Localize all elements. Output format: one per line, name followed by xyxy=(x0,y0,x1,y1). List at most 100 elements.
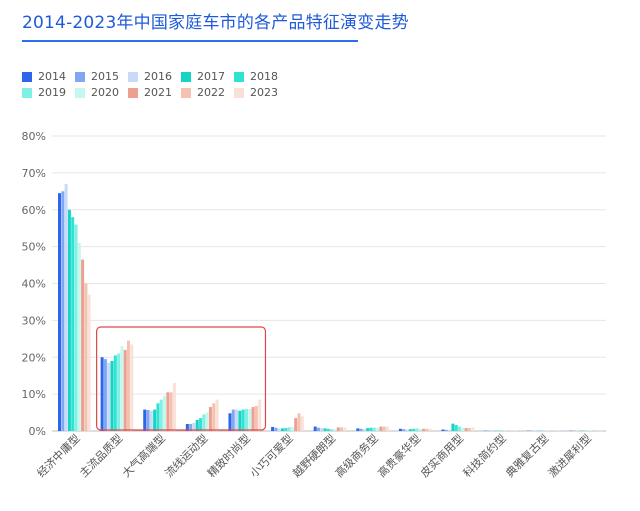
bar-2020 xyxy=(376,428,379,431)
bar-2021 xyxy=(124,350,127,431)
bar-2019 xyxy=(415,428,418,431)
bar-2019 xyxy=(330,429,333,431)
bar-2019 xyxy=(458,427,461,431)
bar-2016 xyxy=(363,429,366,431)
bar-2021 xyxy=(422,429,425,431)
bar-2020 xyxy=(78,243,81,431)
bar-2020 xyxy=(163,396,166,431)
bar-2020 xyxy=(461,428,464,431)
y-tick-label: 30% xyxy=(22,314,46,327)
bar-2015 xyxy=(147,410,150,431)
bar-2015 xyxy=(317,428,320,431)
x-tick-label: 流线运动型 xyxy=(162,431,211,480)
bar-2023 xyxy=(130,344,133,431)
bar-2015 xyxy=(274,428,277,431)
bar-2018 xyxy=(114,355,117,431)
bar-2016 xyxy=(65,184,68,431)
bar-2018 xyxy=(242,410,245,431)
bar-2018 xyxy=(455,425,458,431)
bar-2017 xyxy=(111,361,114,431)
bar-2018 xyxy=(327,429,330,431)
bar-2017 xyxy=(196,420,199,431)
bar-2020 xyxy=(206,413,209,431)
bar-2019 xyxy=(288,427,291,431)
bar-2017 xyxy=(281,428,284,431)
bar-2020 xyxy=(333,429,336,431)
bar-2014 xyxy=(442,430,445,431)
bar-2017 xyxy=(366,428,369,431)
bar-2017 xyxy=(68,210,71,431)
bar-2018 xyxy=(156,403,159,431)
bar-2018 xyxy=(412,429,415,431)
y-tick-label: 80% xyxy=(22,130,46,143)
x-tick-label: 大气高端型 xyxy=(119,431,168,480)
bar-2015 xyxy=(61,191,64,431)
bar-2022 xyxy=(212,403,215,431)
bar-2021 xyxy=(252,407,255,431)
y-tick-label: 70% xyxy=(22,167,46,180)
bar-2014 xyxy=(271,427,274,431)
bar-2021 xyxy=(379,427,382,431)
bar-2014 xyxy=(58,193,61,431)
bar-2017 xyxy=(451,424,454,431)
x-tick-label: 经济中庸型 xyxy=(34,431,83,480)
bar-2014 xyxy=(101,357,104,431)
bar-2019 xyxy=(75,225,78,432)
bar-2021 xyxy=(465,428,468,431)
bar-2023 xyxy=(301,416,304,431)
bar-2023 xyxy=(88,295,91,431)
bar-2015 xyxy=(232,410,235,431)
bar-2019 xyxy=(202,414,205,431)
bar-2021 xyxy=(209,407,212,431)
y-tick-label: 40% xyxy=(22,278,46,291)
bar-2018 xyxy=(199,418,202,431)
bar-2016 xyxy=(320,428,323,431)
bar-2017 xyxy=(238,411,241,431)
bar-2016 xyxy=(406,430,409,431)
bar-2022 xyxy=(340,427,343,431)
bar-2014 xyxy=(399,429,402,431)
bar-2023 xyxy=(173,383,176,431)
bar-2019 xyxy=(245,409,248,431)
bar-2021 xyxy=(294,418,297,431)
bar-2023 xyxy=(343,428,346,431)
bar-2018 xyxy=(284,428,287,431)
bar-2014 xyxy=(228,413,231,431)
bar-2022 xyxy=(468,428,471,431)
bar-2019 xyxy=(373,428,376,431)
bar-2022 xyxy=(425,429,428,431)
bar-2022 xyxy=(255,406,258,431)
bar-2021 xyxy=(337,427,340,431)
bar-2020 xyxy=(248,409,251,431)
bar-2023 xyxy=(216,400,219,431)
bar-2016 xyxy=(150,411,153,431)
bar-2016 xyxy=(235,410,238,431)
x-tick-label: 越野硬朗型 xyxy=(290,431,339,480)
x-tick-label: 科技简约型 xyxy=(460,431,509,480)
bar-2023 xyxy=(258,400,261,431)
bar-2015 xyxy=(104,359,107,431)
bar-2015 xyxy=(360,429,363,431)
bar-2020 xyxy=(419,429,422,431)
y-tick-label: 60% xyxy=(22,204,46,217)
bar-2016 xyxy=(278,428,281,431)
bar-2015 xyxy=(445,430,448,431)
bar-2023 xyxy=(471,428,474,431)
y-tick-label: 50% xyxy=(22,241,46,254)
bar-2015 xyxy=(402,429,405,431)
bar-2014 xyxy=(143,410,146,431)
bar-2022 xyxy=(84,284,87,432)
bar-2023 xyxy=(429,429,432,431)
bar-2023 xyxy=(386,427,389,431)
bar-2014 xyxy=(314,427,317,431)
bar-2022 xyxy=(297,413,300,431)
bar-2018 xyxy=(370,428,373,431)
x-tick-label: 精致时尚型 xyxy=(204,431,253,480)
y-tick-label: 0% xyxy=(29,425,46,438)
y-tick-label: 20% xyxy=(22,351,46,364)
bar-2021 xyxy=(166,392,169,431)
y-tick-label: 10% xyxy=(22,388,46,401)
bar-2014 xyxy=(356,428,359,431)
